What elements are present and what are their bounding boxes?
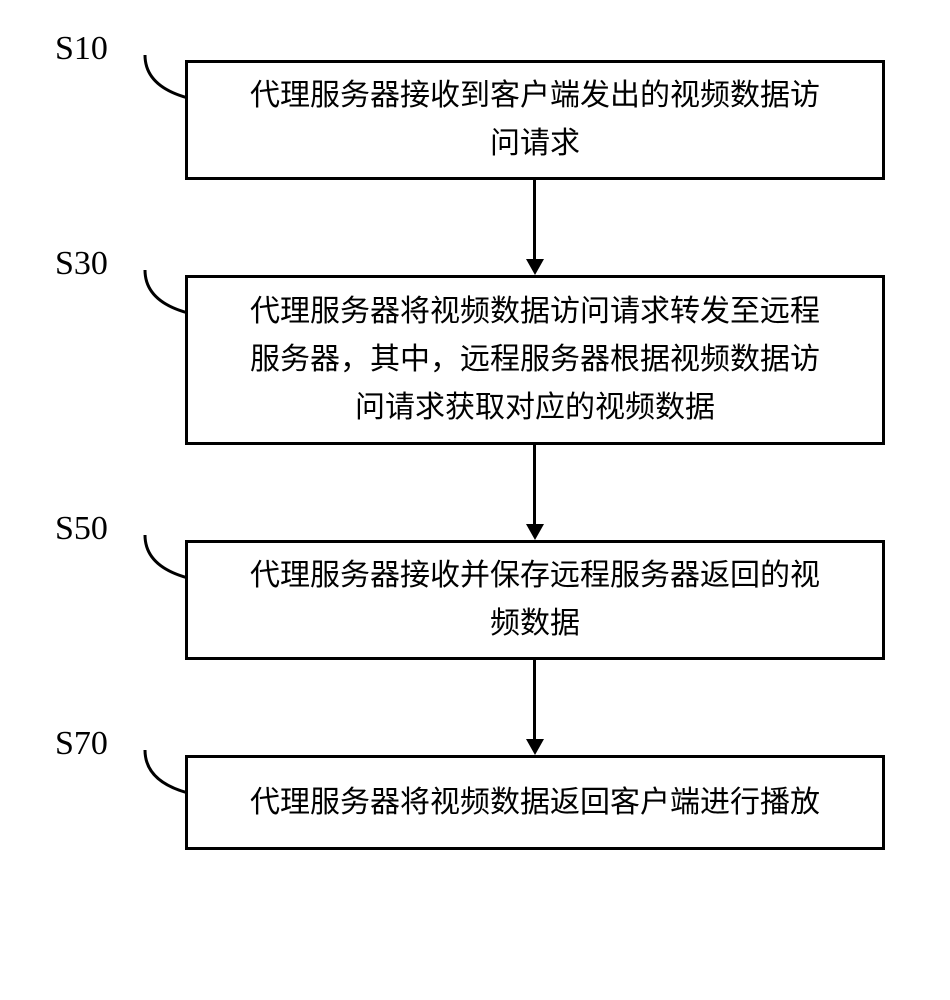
step-text-s50: 代理服务器接收并保存远程服务器返回的视频数据 [250, 552, 820, 648]
step-text-s30: 代理服务器将视频数据访问请求转发至远程服务器，其中，远程服务器根据视频数据访问请… [250, 288, 820, 432]
step-label-s30: S30 [55, 245, 108, 283]
step-label-s70: S70 [55, 725, 108, 763]
step-label-s50: S50 [55, 510, 108, 548]
step-box-s10: 代理服务器接收到客户端发出的视频数据访问请求 [185, 60, 885, 180]
step-label-s10: S10 [55, 30, 108, 68]
step-text-s70: 代理服务器将视频数据返回客户端进行播放 [250, 779, 820, 827]
step-box-s50: 代理服务器接收并保存远程服务器返回的视频数据 [185, 540, 885, 660]
step-text-s10: 代理服务器接收到客户端发出的视频数据访问请求 [250, 72, 820, 168]
step-box-s70: 代理服务器将视频数据返回客户端进行播放 [185, 755, 885, 850]
step-box-s30: 代理服务器将视频数据访问请求转发至远程服务器，其中，远程服务器根据视频数据访问请… [185, 275, 885, 445]
